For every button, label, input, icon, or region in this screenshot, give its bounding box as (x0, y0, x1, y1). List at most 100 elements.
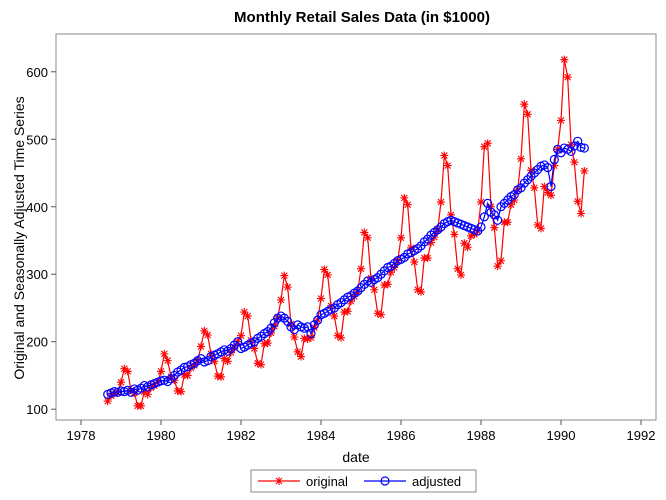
data-point (317, 294, 325, 303)
data-point (337, 333, 345, 342)
data-point (156, 376, 166, 386)
data-point (579, 143, 589, 153)
data-point (280, 271, 289, 280)
data-point (447, 210, 455, 219)
data-point (123, 367, 132, 376)
data-point (220, 354, 229, 363)
data-point (573, 197, 582, 206)
data-point (533, 220, 542, 229)
data-point (253, 359, 262, 368)
data-point (240, 308, 249, 317)
data-point (290, 332, 299, 341)
data-point (397, 233, 405, 242)
data-point (293, 347, 302, 356)
legend-label: original (306, 474, 348, 489)
x-tick-label: 1984 (307, 428, 336, 443)
data-point (470, 230, 479, 239)
data-point (520, 100, 529, 109)
data-point (450, 230, 459, 239)
data-point (443, 161, 452, 170)
x-tick-label: 1988 (467, 428, 496, 443)
data-point (150, 381, 159, 390)
data-point (263, 339, 272, 348)
data-point (140, 387, 149, 396)
data-point (310, 323, 319, 332)
data-point (350, 292, 359, 301)
plot-frame (55, 33, 657, 421)
data-point (547, 191, 555, 200)
legend-marker (380, 476, 390, 486)
data-point (457, 270, 465, 279)
data-point (109, 387, 119, 397)
data-point (283, 283, 292, 292)
data-point (383, 280, 392, 289)
data-point (210, 357, 219, 366)
data-point (330, 312, 339, 321)
data-point (177, 387, 185, 396)
data-point (190, 361, 199, 370)
data-point (250, 344, 259, 353)
data-point (423, 254, 432, 263)
y-tick-label: 400 (26, 200, 48, 215)
data-point (237, 331, 245, 340)
x-tick-label: 1992 (627, 428, 656, 443)
data-point (277, 295, 285, 304)
data-point (333, 331, 342, 340)
data-point (137, 401, 145, 410)
data-point (517, 154, 525, 163)
data-point (463, 243, 472, 252)
data-point (427, 238, 435, 247)
data-point (183, 371, 192, 380)
data-point (387, 268, 395, 277)
x-tick-label: 1990 (547, 428, 576, 443)
data-point (557, 116, 565, 125)
data-point (303, 335, 312, 344)
data-point (320, 265, 329, 274)
y-tick-label: 600 (26, 65, 48, 80)
data-point (243, 312, 252, 321)
data-point (487, 202, 495, 211)
data-point (549, 154, 559, 165)
data-point (477, 198, 485, 207)
data-point (180, 370, 189, 379)
data-point (347, 297, 355, 306)
data-point (143, 390, 152, 399)
data-point (163, 356, 172, 365)
data-point (116, 386, 126, 396)
data-point (560, 55, 569, 64)
data-point (323, 270, 332, 279)
data-point (300, 334, 309, 343)
data-point (580, 166, 589, 175)
y-tick-label: 200 (26, 335, 48, 350)
data-point (479, 212, 489, 222)
data-point (173, 386, 182, 395)
data-point (360, 228, 369, 237)
data-point (417, 287, 425, 296)
data-point (543, 163, 553, 173)
data-point (550, 161, 559, 170)
x-tick-label: 1980 (147, 428, 176, 443)
data-point (197, 342, 205, 351)
data-point (467, 231, 475, 240)
data-point (363, 233, 372, 242)
data-point (493, 215, 503, 225)
data-point (117, 378, 125, 387)
data-point (460, 239, 469, 248)
data-point (490, 223, 499, 232)
data-point (230, 343, 239, 352)
data-point (297, 352, 305, 361)
data-point (440, 151, 449, 160)
data-point (306, 329, 316, 339)
legend-label: adjusted (412, 474, 461, 489)
data-point (340, 308, 349, 317)
data-point (257, 360, 265, 369)
data-point (507, 200, 515, 209)
data-point (400, 193, 409, 202)
data-point (160, 349, 169, 358)
y-tick-label: 300 (26, 267, 48, 282)
data-point (516, 183, 526, 193)
data-point (200, 326, 209, 335)
data-point (373, 309, 382, 318)
